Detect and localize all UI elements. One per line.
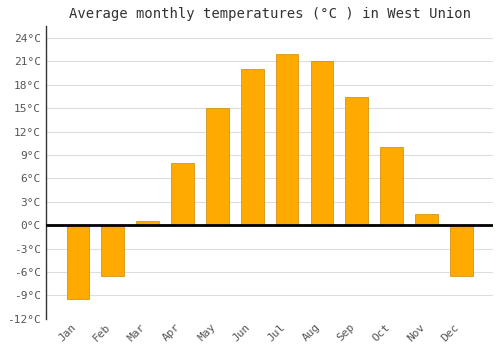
Bar — [276, 54, 298, 225]
Bar — [206, 108, 229, 225]
Bar — [102, 225, 124, 276]
Bar — [346, 97, 368, 225]
Bar — [415, 214, 438, 225]
Title: Average monthly temperatures (°C ) in West Union: Average monthly temperatures (°C ) in We… — [68, 7, 470, 21]
Bar — [241, 69, 264, 225]
Bar — [171, 163, 194, 225]
Bar — [136, 221, 159, 225]
Bar — [380, 147, 403, 225]
Bar — [450, 225, 472, 276]
Bar — [66, 225, 89, 299]
Bar — [310, 61, 334, 225]
